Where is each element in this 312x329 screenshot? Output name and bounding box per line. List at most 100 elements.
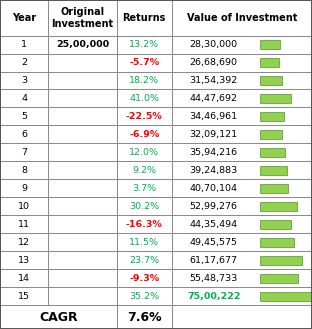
Text: 14: 14 xyxy=(18,274,30,283)
Text: 30.2%: 30.2% xyxy=(129,202,159,211)
Bar xyxy=(48,0,117,36)
Bar xyxy=(117,251,172,269)
Bar xyxy=(117,125,172,143)
Bar xyxy=(48,143,117,162)
Text: 1: 1 xyxy=(21,40,27,49)
Text: 34,46,961: 34,46,961 xyxy=(190,112,238,121)
Bar xyxy=(0,305,117,329)
Bar xyxy=(48,125,117,143)
Bar xyxy=(48,89,117,108)
Bar xyxy=(48,71,117,89)
Text: 10: 10 xyxy=(18,202,30,211)
Text: 12.0%: 12.0% xyxy=(129,148,159,157)
Bar xyxy=(0,143,48,162)
Text: 35,94,216: 35,94,216 xyxy=(190,148,238,157)
Bar xyxy=(0,215,48,233)
Bar xyxy=(117,305,172,329)
Bar xyxy=(48,108,117,125)
Bar xyxy=(0,162,48,179)
Text: 41.0%: 41.0% xyxy=(129,94,159,103)
Bar xyxy=(0,71,48,89)
Bar xyxy=(172,108,312,125)
Bar xyxy=(260,58,279,67)
Text: 23.7%: 23.7% xyxy=(129,256,159,265)
Bar xyxy=(48,54,117,71)
Bar xyxy=(117,287,172,305)
Bar xyxy=(172,71,312,89)
Bar xyxy=(172,0,312,36)
Bar xyxy=(117,179,172,197)
Bar xyxy=(117,197,172,215)
Bar xyxy=(172,36,312,54)
Text: 13: 13 xyxy=(18,256,30,265)
Bar xyxy=(260,291,312,301)
Bar xyxy=(172,89,312,108)
Bar xyxy=(172,162,312,179)
Bar xyxy=(48,197,117,215)
Bar xyxy=(172,233,312,251)
Bar xyxy=(172,54,312,71)
Bar xyxy=(117,143,172,162)
Text: 55,48,733: 55,48,733 xyxy=(190,274,238,283)
Bar xyxy=(48,287,117,305)
Text: 3: 3 xyxy=(21,76,27,85)
Bar xyxy=(172,197,312,215)
Text: 75,00,222: 75,00,222 xyxy=(187,292,241,301)
Text: 44,35,494: 44,35,494 xyxy=(190,220,238,229)
Bar xyxy=(117,162,172,179)
Bar xyxy=(0,287,48,305)
Bar xyxy=(260,220,291,229)
Bar xyxy=(48,215,117,233)
Text: -6.9%: -6.9% xyxy=(129,130,159,139)
Bar xyxy=(117,269,172,287)
Bar xyxy=(260,238,294,247)
Bar xyxy=(172,215,312,233)
Bar xyxy=(117,89,172,108)
Bar xyxy=(260,76,282,85)
Bar xyxy=(48,179,117,197)
Text: 28,30,000: 28,30,000 xyxy=(190,40,238,49)
Bar xyxy=(260,40,280,49)
Text: 11.5%: 11.5% xyxy=(129,238,159,247)
Bar xyxy=(0,251,48,269)
Bar xyxy=(172,305,312,329)
Bar xyxy=(260,274,299,283)
Bar xyxy=(260,184,288,193)
Bar xyxy=(260,94,291,103)
Text: 6: 6 xyxy=(21,130,27,139)
Bar xyxy=(260,148,285,157)
Bar xyxy=(48,233,117,251)
Bar xyxy=(260,166,287,175)
Text: 7: 7 xyxy=(21,148,27,157)
Bar xyxy=(0,197,48,215)
Text: 39,24,883: 39,24,883 xyxy=(190,166,238,175)
Bar xyxy=(260,130,282,139)
Text: 5: 5 xyxy=(21,112,27,121)
Text: 61,17,677: 61,17,677 xyxy=(190,256,238,265)
Text: 31,54,392: 31,54,392 xyxy=(190,76,238,85)
Text: 49,45,575: 49,45,575 xyxy=(190,238,238,247)
Bar xyxy=(117,215,172,233)
Bar xyxy=(172,251,312,269)
Text: -9.3%: -9.3% xyxy=(129,274,159,283)
Text: 26,68,690: 26,68,690 xyxy=(190,58,238,67)
Text: 8: 8 xyxy=(21,166,27,175)
Bar xyxy=(48,269,117,287)
Text: 44,47,692: 44,47,692 xyxy=(190,94,238,103)
Text: 35.2%: 35.2% xyxy=(129,292,159,301)
Bar xyxy=(260,256,302,265)
Bar xyxy=(0,108,48,125)
Bar xyxy=(260,112,284,121)
Text: 4: 4 xyxy=(21,94,27,103)
Text: CAGR: CAGR xyxy=(39,311,78,324)
Bar xyxy=(117,71,172,89)
Bar xyxy=(172,125,312,143)
Text: 32,09,121: 32,09,121 xyxy=(190,130,238,139)
Bar xyxy=(0,179,48,197)
Text: 25,00,000: 25,00,000 xyxy=(56,40,109,49)
Text: 9: 9 xyxy=(21,184,27,193)
Text: -22.5%: -22.5% xyxy=(126,112,163,121)
Bar xyxy=(0,0,48,36)
Text: 18.2%: 18.2% xyxy=(129,76,159,85)
Text: 52,99,276: 52,99,276 xyxy=(190,202,238,211)
